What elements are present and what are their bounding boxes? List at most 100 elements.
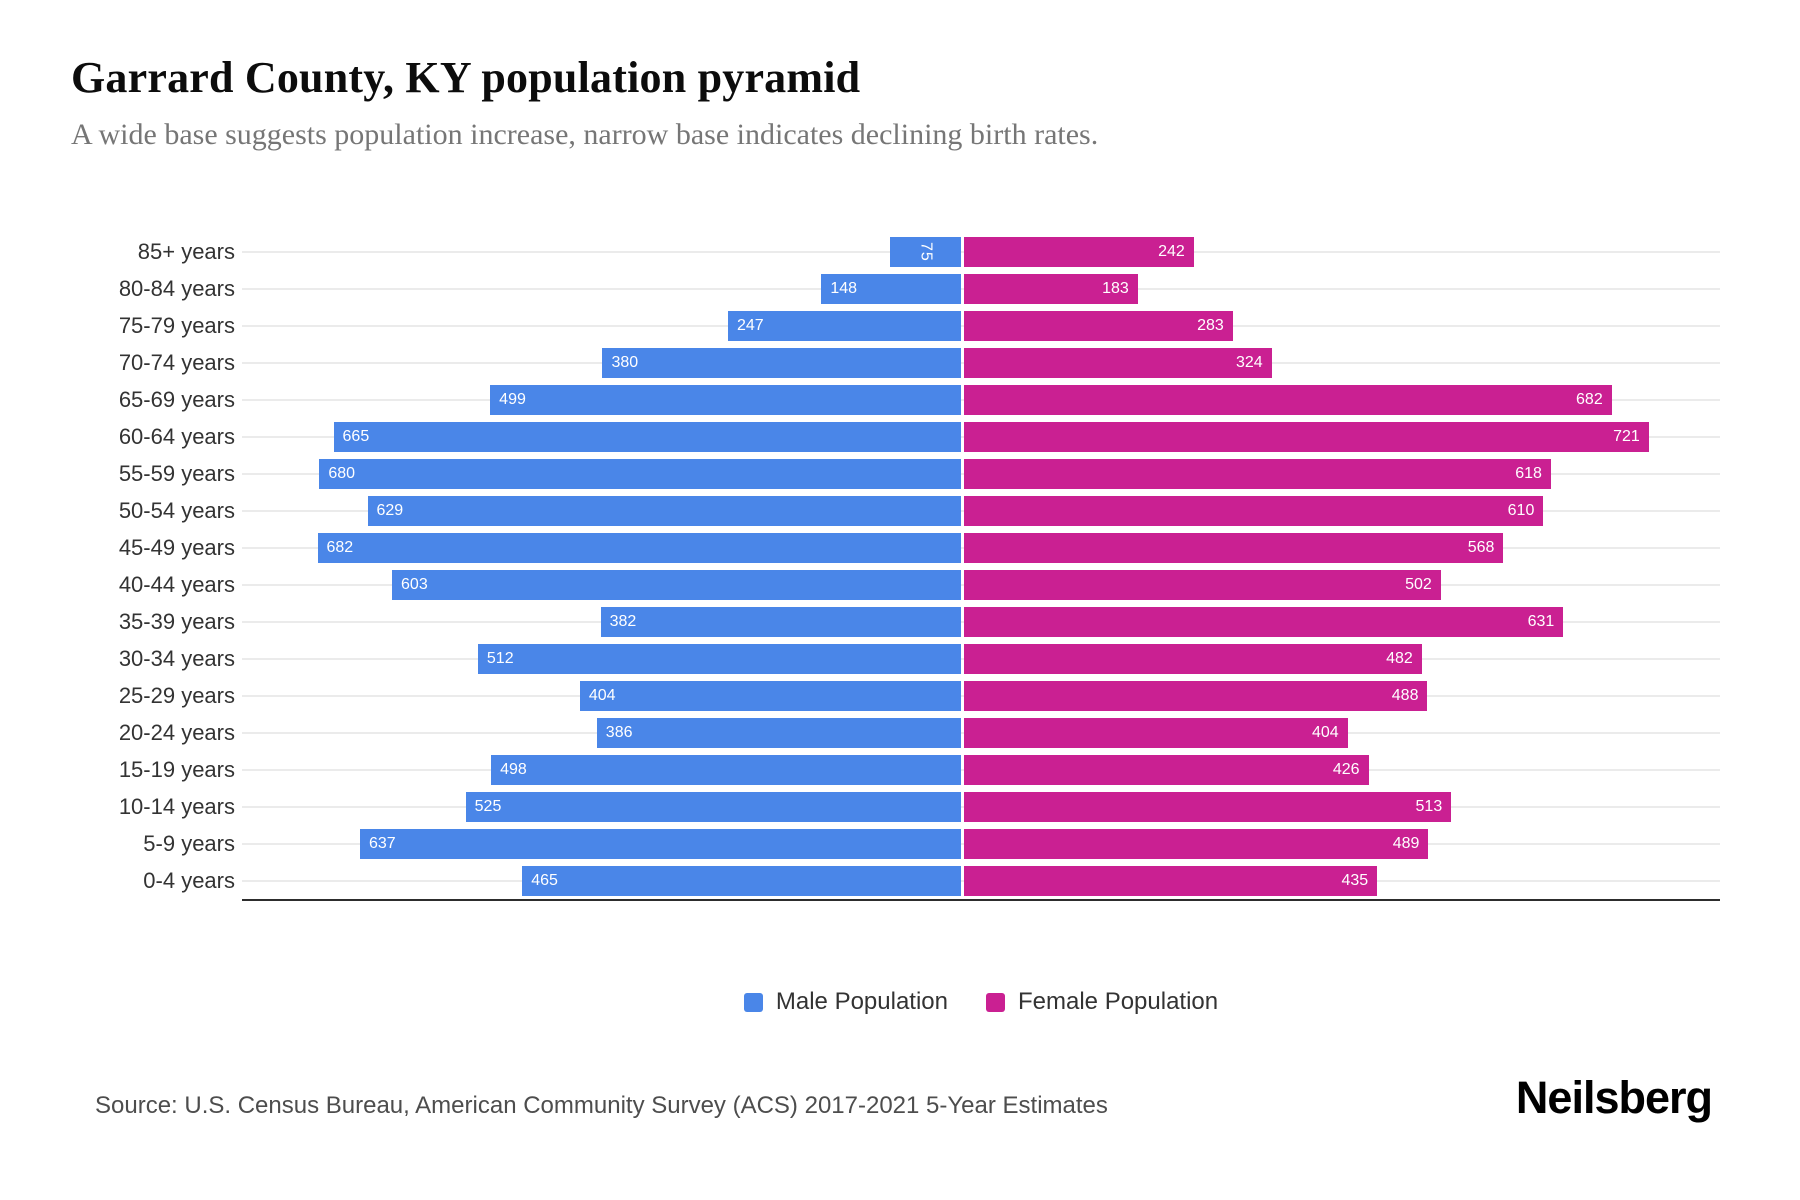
plot-area-row: 629 610 bbox=[242, 492, 1720, 529]
plot-area-row: 499 682 bbox=[242, 381, 1720, 418]
female-bar[interactable]: 482 bbox=[964, 643, 1422, 674]
female-value-label: 568 bbox=[1467, 538, 1495, 556]
male-value-label: 603 bbox=[401, 575, 428, 593]
female-bar[interactable]: 488 bbox=[964, 680, 1428, 711]
female-value-label: 404 bbox=[1311, 723, 1339, 741]
female-value-label: 435 bbox=[1341, 871, 1369, 889]
plot-area-row: 380 324 bbox=[242, 344, 1720, 381]
female-bar[interactable]: 489 bbox=[964, 828, 1429, 859]
pyramid-chart: 85+ years 75 242 80-84 years 148 183 75-79 yea… bbox=[0, 233, 1800, 899]
male-value-label: 247 bbox=[736, 316, 764, 334]
plot-area-row: 465 435 bbox=[242, 862, 1720, 899]
legend: Male Population Female Population bbox=[242, 988, 1720, 1016]
male-value-label: 637 bbox=[368, 834, 396, 852]
population-row: 65-69 years 499 682 bbox=[0, 381, 1800, 418]
legend-item-male-label: Male Population bbox=[775, 988, 948, 1015]
male-value-label: 629 bbox=[376, 501, 404, 519]
age-group-label: 30-34 years bbox=[118, 645, 235, 671]
male-bar[interactable]: 380 bbox=[602, 347, 961, 378]
female-value-label: 283 bbox=[1197, 316, 1224, 334]
male-bar[interactable]: 629 bbox=[367, 495, 961, 526]
plot-area-row: 603 502 bbox=[242, 566, 1720, 603]
population-row: 70-74 years 380 324 bbox=[0, 344, 1800, 381]
male-bar[interactable]: 682 bbox=[317, 532, 961, 563]
plot-area-row: 148 183 bbox=[242, 270, 1720, 307]
male-value-label: 386 bbox=[605, 723, 633, 741]
male-swatch-icon bbox=[743, 992, 763, 1012]
population-row: 25-29 years 404 488 bbox=[0, 677, 1800, 714]
female-value-label: 631 bbox=[1527, 612, 1555, 630]
female-bar[interactable]: 435 bbox=[964, 865, 1378, 896]
source-text: Source: U.S. Census Bureau, American Com… bbox=[95, 1092, 1108, 1119]
female-value-label: 324 bbox=[1236, 353, 1263, 371]
legend-item-male[interactable]: Male Population bbox=[743, 988, 948, 1016]
female-bar[interactable]: 513 bbox=[964, 791, 1452, 822]
age-group-label: 80-84 years bbox=[118, 275, 235, 301]
age-group-label: 0-4 years bbox=[143, 867, 235, 893]
male-value-label: 682 bbox=[326, 538, 354, 556]
age-group-label: 50-54 years bbox=[118, 497, 235, 523]
plot-area-row: 75 242 bbox=[242, 233, 1720, 270]
female-value-label: 183 bbox=[1102, 279, 1129, 297]
x-axis-line bbox=[242, 899, 1720, 901]
male-bar[interactable]: 637 bbox=[359, 828, 961, 859]
female-bar[interactable]: 324 bbox=[964, 347, 1272, 378]
female-value-label: 488 bbox=[1391, 686, 1419, 704]
population-row: 10-14 years 525 513 bbox=[0, 788, 1800, 825]
male-bar[interactable]: 382 bbox=[600, 606, 961, 637]
population-row: 60-64 years 665 721 bbox=[0, 418, 1800, 455]
female-bar[interactable]: 682 bbox=[964, 384, 1612, 415]
male-bar[interactable]: 404 bbox=[579, 680, 961, 711]
legend-item-female[interactable]: Female Population bbox=[986, 988, 1218, 1016]
male-value-label: 75 bbox=[917, 241, 935, 262]
female-value-label: 682 bbox=[1576, 390, 1603, 408]
male-bar[interactable]: 148 bbox=[821, 273, 961, 304]
age-group-label: 75-79 years bbox=[118, 312, 235, 338]
female-bar[interactable]: 610 bbox=[964, 495, 1544, 526]
female-bar[interactable]: 404 bbox=[964, 717, 1348, 748]
chart-title: Garrard County, KY population pyramid bbox=[71, 53, 861, 102]
male-bar[interactable]: 499 bbox=[490, 384, 961, 415]
age-group-label: 55-59 years bbox=[118, 460, 235, 486]
female-bar[interactable]: 568 bbox=[964, 532, 1504, 563]
female-bar[interactable]: 631 bbox=[964, 606, 1564, 637]
population-row: 35-39 years 382 631 bbox=[0, 603, 1800, 640]
male-bar[interactable]: 247 bbox=[727, 310, 961, 341]
plot-area-row: 386 404 bbox=[242, 714, 1720, 751]
female-bar[interactable]: 502 bbox=[964, 569, 1441, 600]
age-group-label: 60-64 years bbox=[118, 423, 235, 449]
female-value-label: 426 bbox=[1332, 760, 1360, 778]
male-bar[interactable]: 680 bbox=[319, 458, 961, 489]
population-row: 0-4 years 465 435 bbox=[0, 862, 1800, 899]
male-value-label: 148 bbox=[830, 279, 858, 297]
brand-logo: Neilsberg bbox=[1515, 1072, 1713, 1123]
female-bar[interactable]: 242 bbox=[964, 236, 1194, 267]
female-value-label: 502 bbox=[1405, 575, 1432, 593]
plot-area-row: 382 631 bbox=[242, 603, 1720, 640]
female-bar[interactable]: 426 bbox=[964, 754, 1369, 785]
male-value-label: 465 bbox=[531, 871, 558, 889]
male-bar[interactable]: 603 bbox=[392, 569, 961, 600]
male-bar[interactable]: 465 bbox=[522, 865, 961, 896]
plot-area-row: 682 568 bbox=[242, 529, 1720, 566]
female-bar[interactable]: 721 bbox=[964, 421, 1649, 452]
population-row: 40-44 years 603 502 bbox=[0, 566, 1800, 603]
male-bar[interactable]: 512 bbox=[477, 643, 961, 674]
male-bar[interactable]: 386 bbox=[596, 717, 961, 748]
male-value-label: 665 bbox=[342, 427, 370, 445]
female-bar[interactable]: 283 bbox=[964, 310, 1233, 341]
male-bar[interactable]: 75 bbox=[890, 236, 961, 267]
population-row: 80-84 years 148 183 bbox=[0, 270, 1800, 307]
age-group-label: 35-39 years bbox=[118, 608, 235, 634]
male-bar[interactable]: 498 bbox=[491, 754, 961, 785]
population-row: 30-34 years 512 482 bbox=[0, 640, 1800, 677]
male-bar[interactable]: 665 bbox=[333, 421, 961, 452]
female-bar[interactable]: 618 bbox=[964, 458, 1551, 489]
male-bar[interactable]: 525 bbox=[465, 791, 961, 822]
plot-area-row: 665 721 bbox=[242, 418, 1720, 455]
female-value-label: 618 bbox=[1515, 464, 1542, 482]
male-value-label: 680 bbox=[328, 464, 356, 482]
male-value-label: 512 bbox=[486, 649, 514, 667]
female-bar[interactable]: 183 bbox=[964, 273, 1138, 304]
female-value-label: 489 bbox=[1392, 834, 1420, 852]
